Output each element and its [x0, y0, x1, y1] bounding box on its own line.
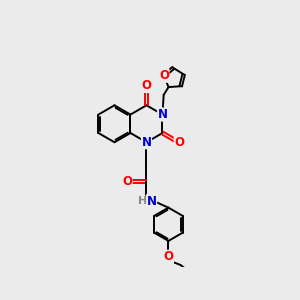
Text: O: O: [174, 136, 184, 149]
Text: N: N: [158, 108, 167, 121]
Text: O: O: [122, 175, 132, 188]
Text: H: H: [138, 196, 148, 206]
Text: O: O: [142, 80, 152, 92]
Text: O: O: [159, 69, 169, 82]
Text: O: O: [164, 250, 173, 263]
Text: N: N: [147, 195, 157, 208]
Text: N: N: [142, 136, 152, 149]
